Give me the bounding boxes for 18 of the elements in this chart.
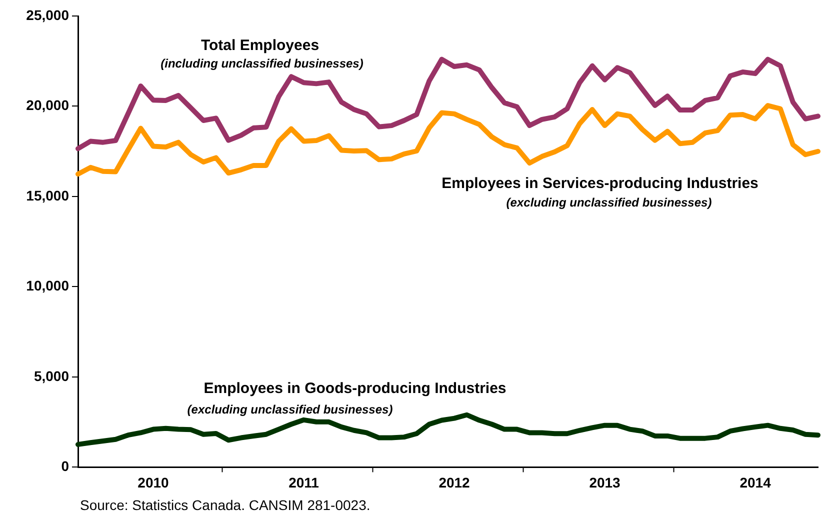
y-tick-label: 5,000 bbox=[34, 368, 70, 384]
annotation: (excluding unclassified businesses) bbox=[187, 402, 393, 416]
source-note: Source: Statistics Canada. CANSIM 281-0023. bbox=[80, 496, 370, 513]
text: Employees in Services-producing Industries bbox=[442, 175, 758, 192]
y-tick-label: 20,000 bbox=[26, 97, 70, 114]
annotation: (including unclassified businesses) bbox=[160, 56, 364, 70]
x-tick-label: 2011 bbox=[288, 474, 320, 490]
y-tick-label: 0 bbox=[61, 458, 70, 474]
x-tick-label: 2013 bbox=[589, 474, 621, 490]
y-tick-label: 10,000 bbox=[26, 278, 70, 294]
x-tick-label: 2010 bbox=[138, 474, 170, 490]
annotation: (excluding unclassified businesses) bbox=[506, 195, 712, 210]
text: Employees in Goods-producing Industries bbox=[204, 380, 506, 398]
x-tick-label: 2012 bbox=[438, 474, 470, 490]
x-tick-label: 2014 bbox=[740, 474, 772, 490]
y-tick-label: 25,000 bbox=[26, 6, 70, 23]
series-label: Total Employees bbox=[200, 37, 320, 54]
y-tick-label: 15,000 bbox=[26, 187, 70, 204]
